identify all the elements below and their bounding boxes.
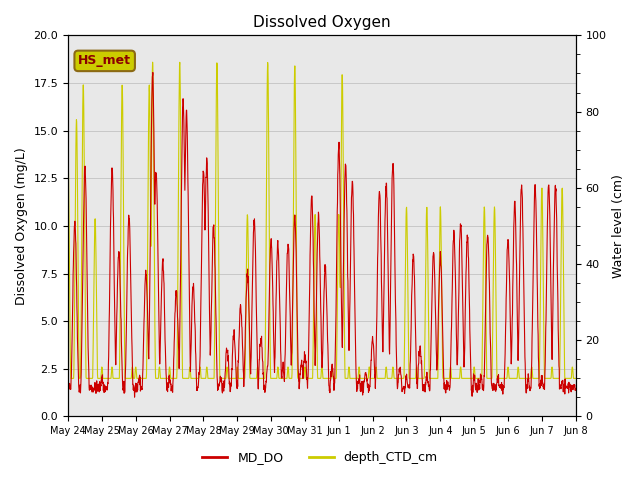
Y-axis label: Water level (cm): Water level (cm) — [612, 174, 625, 278]
Y-axis label: Dissolved Oxygen (mg/L): Dissolved Oxygen (mg/L) — [15, 147, 28, 305]
Title: Dissolved Oxygen: Dissolved Oxygen — [253, 15, 390, 30]
Legend: MD_DO, depth_CTD_cm: MD_DO, depth_CTD_cm — [197, 446, 443, 469]
Text: HS_met: HS_met — [78, 54, 131, 67]
